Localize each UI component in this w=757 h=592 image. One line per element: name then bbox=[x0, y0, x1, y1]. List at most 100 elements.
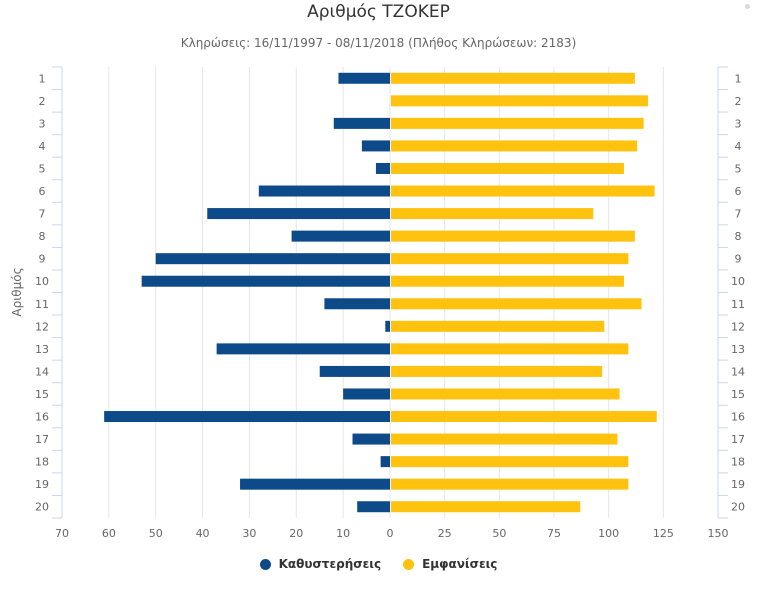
chart-legend: Καθυστερήσεις Εμφανίσεις bbox=[0, 557, 757, 571]
x-tick-label-left: 60 bbox=[102, 527, 116, 540]
x-tick-label-left: 20 bbox=[289, 527, 303, 540]
y-tick-label-right: 10 bbox=[731, 275, 745, 288]
bar-appearances bbox=[391, 365, 603, 377]
y-tick-label-right: 6 bbox=[735, 185, 742, 198]
x-tick-label-right: 100 bbox=[598, 527, 619, 540]
y-tick-label-right: 16 bbox=[731, 411, 745, 424]
y-tick-label-left: 12 bbox=[35, 320, 49, 333]
bar-delays bbox=[333, 117, 390, 129]
bar-appearances bbox=[391, 72, 635, 84]
y-tick-label-right: 15 bbox=[731, 388, 745, 401]
x-tick-label-left: 30 bbox=[242, 527, 256, 540]
y-tick-label-left: 15 bbox=[35, 388, 49, 401]
y-tick-label-left: 3 bbox=[39, 117, 46, 130]
bar-appearances bbox=[391, 320, 605, 332]
bar-delays bbox=[352, 433, 390, 445]
y-tick-label-left: 7 bbox=[39, 208, 46, 221]
y-tick-label-right: 13 bbox=[731, 343, 745, 356]
y-tick-label-left: 11 bbox=[35, 298, 49, 311]
y-tick-label-right: 1 bbox=[735, 72, 742, 85]
y-tick-label-right: 20 bbox=[731, 501, 745, 514]
y-tick-label-left: 16 bbox=[35, 411, 49, 424]
y-tick-label-left: 20 bbox=[35, 501, 49, 514]
bar-delays bbox=[357, 501, 390, 513]
x-tick-label-left: 10 bbox=[336, 527, 350, 540]
y-tick-label-left: 2 bbox=[39, 95, 46, 108]
x-tick-label-right: 75 bbox=[547, 527, 561, 540]
legend-label-appearances: Εμφανίσεις bbox=[422, 557, 498, 571]
bar-appearances bbox=[391, 275, 624, 287]
y-tick-label-left: 1 bbox=[39, 72, 46, 85]
bar-appearances bbox=[391, 478, 629, 490]
y-tick-label-right: 3 bbox=[735, 117, 742, 130]
x-tick-label-left: 50 bbox=[149, 527, 163, 540]
bar-delays bbox=[375, 162, 390, 174]
x-tick-label-right: 150 bbox=[708, 527, 729, 540]
y-tick-label-left: 6 bbox=[39, 185, 46, 198]
bar-delays bbox=[155, 253, 390, 265]
bar-appearances bbox=[391, 456, 629, 468]
y-tick-label-right: 4 bbox=[735, 140, 742, 153]
x-tick-label-left: 40 bbox=[196, 527, 210, 540]
chart-subtitle: Κληρώσεις: 16/11/1997 - 08/11/2018 (Πλήθ… bbox=[180, 36, 577, 50]
chart-title: Αριθμός ΤΖΟΚΕΡ bbox=[307, 2, 450, 22]
bar-delays bbox=[338, 72, 390, 84]
y-tick-label-right: 19 bbox=[731, 478, 745, 491]
y-tick-label-left: 13 bbox=[35, 343, 49, 356]
bar-delays bbox=[343, 388, 390, 400]
bar-delays bbox=[258, 185, 390, 197]
y-tick-label-left: 10 bbox=[35, 275, 49, 288]
y-tick-label-left: 9 bbox=[39, 253, 46, 266]
legend-marker-delays bbox=[259, 558, 271, 570]
bar-delays bbox=[291, 230, 390, 242]
y-tick-label-left: 14 bbox=[35, 365, 49, 378]
bar-delays bbox=[216, 343, 390, 355]
y-tick-label-right: 8 bbox=[735, 230, 742, 243]
x-tick-label-left: 70 bbox=[55, 527, 69, 540]
legend-marker-appearances bbox=[403, 558, 415, 570]
y-tick-label-right: 5 bbox=[735, 162, 742, 175]
bar-delays bbox=[141, 275, 390, 287]
bar-appearances bbox=[391, 140, 638, 152]
bar-delays bbox=[207, 208, 390, 220]
y-tick-label-right: 14 bbox=[731, 365, 745, 378]
legend-label-delays: Καθυστερήσεις bbox=[278, 557, 382, 571]
bar-appearances bbox=[391, 162, 624, 174]
bar-delays bbox=[380, 456, 390, 468]
bar-appearances bbox=[391, 501, 581, 513]
x-tick-label-left: 0 bbox=[387, 527, 394, 540]
bar-appearances bbox=[391, 388, 620, 400]
bar-delays bbox=[385, 320, 390, 332]
bar-delays bbox=[104, 411, 391, 423]
x-tick-label-right: 50 bbox=[492, 527, 506, 540]
legend-item-appearances[interactable]: Εμφανίσεις bbox=[403, 557, 497, 571]
bar-delays bbox=[319, 365, 390, 377]
y-tick-label-right: 9 bbox=[735, 253, 742, 266]
bar-appearances bbox=[391, 298, 642, 310]
chart-menu-icon[interactable] bbox=[745, 4, 750, 9]
y-tick-label-left: 8 bbox=[39, 230, 46, 243]
bar-appearances bbox=[391, 95, 649, 107]
y-tick-label-right: 12 bbox=[731, 320, 745, 333]
bar-appearances bbox=[391, 185, 655, 197]
bar-appearances bbox=[391, 433, 618, 445]
legend-item-delays[interactable]: Καθυστερήσεις bbox=[259, 557, 382, 571]
x-tick-label-right: 125 bbox=[653, 527, 674, 540]
y-tick-label-left: 19 bbox=[35, 478, 49, 491]
bar-delays bbox=[361, 140, 390, 152]
y-axis-title: Αριθμός bbox=[10, 267, 24, 316]
bar-appearances bbox=[391, 117, 644, 129]
bar-appearances bbox=[391, 208, 594, 220]
bar-delays bbox=[240, 478, 390, 490]
bar-appearances bbox=[391, 343, 629, 355]
bar-delays bbox=[324, 298, 390, 310]
y-tick-label-left: 4 bbox=[39, 140, 46, 153]
y-tick-label-left: 18 bbox=[35, 456, 49, 469]
y-tick-label-right: 2 bbox=[735, 95, 742, 108]
x-tick-label-right: 25 bbox=[438, 527, 452, 540]
bar-appearances bbox=[391, 230, 635, 242]
y-tick-label-left: 17 bbox=[35, 433, 49, 446]
y-tick-label-right: 7 bbox=[735, 208, 742, 221]
y-tick-label-right: 11 bbox=[731, 298, 745, 311]
